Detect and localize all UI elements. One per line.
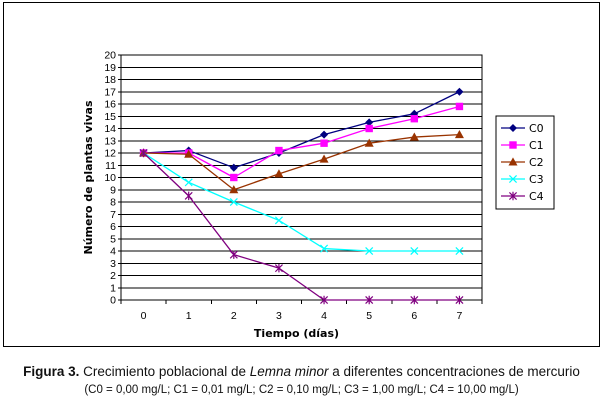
data-point-c0 — [320, 130, 329, 139]
y-tick-label: 18 — [104, 74, 116, 86]
y-tick-label: 4 — [110, 246, 116, 258]
data-point-c4 — [320, 295, 329, 305]
data-point-c1 — [230, 173, 238, 182]
data-point-c0 — [455, 87, 464, 96]
data-point-c4 — [365, 295, 374, 305]
legend-label-c4: C4 — [529, 190, 544, 203]
y-tick-label: 11 — [105, 160, 116, 172]
data-point-c2 — [454, 130, 464, 139]
x-axis-title: Tiempo (días) — [254, 327, 339, 340]
legend-label-c2: C2 — [529, 156, 544, 169]
x-tick-label: 3 — [276, 310, 282, 322]
data-point-c1 — [365, 124, 373, 133]
data-point-c2 — [364, 138, 374, 147]
data-point-c3 — [274, 216, 283, 225]
y-tick-label: 9 — [110, 184, 116, 196]
figure-caption: Figura 3. Crecimiento poblacional de Lem… — [0, 364, 603, 379]
data-point-c1 — [320, 139, 328, 147]
caption-text-after: a diferentes concentraciones de mercurio — [328, 364, 580, 379]
data-point-c3 — [455, 246, 464, 256]
caption-text-before: Crecimiento poblacional de — [79, 364, 250, 379]
data-point-c0 — [229, 163, 238, 172]
series-line-c2 — [143, 133, 460, 191]
data-point-c2 — [229, 185, 239, 194]
data-point-c3 — [365, 246, 374, 256]
legend-label-c1: C1 — [529, 139, 544, 152]
series-line-c0 — [143, 91, 460, 169]
x-tick-label: 1 — [186, 310, 192, 322]
figure-label: Figura 3. — [23, 364, 80, 379]
data-point-c2 — [319, 154, 329, 163]
data-point-c1 — [455, 102, 464, 111]
x-tick-label: 5 — [366, 310, 372, 322]
data-point-c3 — [184, 178, 193, 187]
legend-marker-c2 — [508, 157, 518, 166]
legend-marker-c0 — [508, 123, 518, 133]
data-point-c4 — [410, 295, 419, 305]
series-line-c3 — [143, 152, 460, 252]
x-tick-label: 7 — [457, 310, 463, 322]
y-tick-label: 5 — [110, 233, 116, 245]
figure-caption-concentrations: (C0 = 0,00 mg/L; C1 = 0,01 mg/L; C2 = 0,… — [84, 384, 519, 396]
y-axis-title: Número de plantas vivas — [82, 100, 95, 254]
series-line-c1 — [143, 105, 460, 179]
y-tick-label: 6 — [110, 221, 116, 233]
data-point-c3 — [410, 246, 419, 256]
data-point-c1 — [275, 146, 283, 155]
x-tick-label: 4 — [321, 310, 327, 322]
data-point-c4 — [139, 148, 148, 158]
y-tick-label: 2 — [110, 270, 116, 282]
data-point-c2 — [409, 132, 419, 141]
y-tick-label: 8 — [110, 197, 116, 209]
data-point-c3 — [229, 197, 238, 207]
data-point-c4 — [229, 250, 238, 259]
y-tick-label: 20 — [104, 50, 116, 62]
caption-species: Lemna minor — [249, 364, 329, 379]
legend-marker-c3 — [508, 174, 518, 184]
series-line-c4 — [143, 152, 460, 301]
y-tick-label: 14 — [104, 123, 116, 135]
data-point-c4 — [455, 295, 464, 305]
y-tick-label: 17 — [104, 86, 116, 98]
data-point-c4 — [184, 191, 193, 201]
y-tick-label: 12 — [104, 148, 116, 160]
x-tick-label: 2 — [231, 310, 237, 322]
y-tick-label: 10 — [104, 172, 116, 184]
y-tick-label: 3 — [110, 258, 116, 270]
legend-label-c0: C0 — [529, 122, 544, 135]
legend-label-c3: C3 — [529, 173, 544, 186]
y-tick-label: 15 — [104, 111, 116, 123]
x-tick-label: 6 — [411, 310, 417, 322]
legend-marker-c4 — [508, 191, 518, 201]
x-tick-label: 0 — [141, 310, 147, 322]
y-tick-label: 16 — [104, 99, 116, 111]
y-tick-label: 1 — [110, 282, 116, 294]
data-point-c1 — [410, 115, 419, 123]
data-point-c2 — [184, 149, 194, 158]
data-point-c3 — [320, 244, 329, 253]
y-tick-label: 0 — [110, 295, 116, 307]
data-point-c2 — [274, 169, 284, 178]
y-tick-label: 13 — [104, 135, 116, 147]
data-point-c4 — [274, 263, 283, 273]
legend-marker-c1 — [509, 141, 517, 149]
y-tick-label: 19 — [104, 62, 116, 74]
y-tick-label: 7 — [110, 209, 116, 221]
